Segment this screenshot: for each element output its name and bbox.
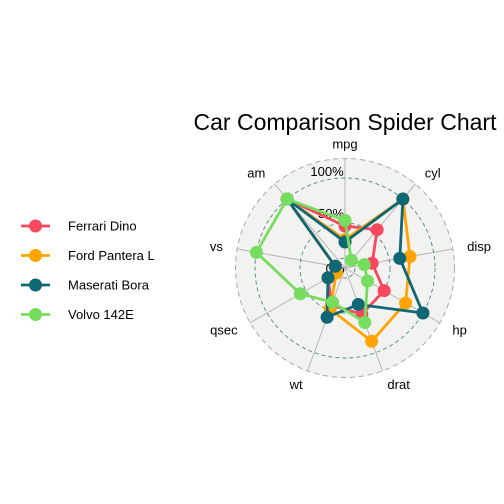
axis-label-hp: hp	[452, 323, 466, 338]
axis-label-disp: disp	[467, 239, 491, 254]
axis-label-am: am	[247, 166, 265, 181]
series-point	[328, 259, 342, 273]
grid-label: 100%	[310, 164, 344, 179]
gridline-100	[254, 177, 436, 359]
legend-key-point	[29, 308, 42, 321]
legend: Ferrari Dino Ford Pantera L Maserati Bora V…	[21, 219, 155, 322]
series-point	[365, 334, 379, 348]
series-point	[361, 274, 375, 288]
series-point	[321, 271, 335, 285]
axis-label-mpg: mpg	[332, 137, 357, 152]
series-line-volvo-142e	[254, 197, 369, 324]
axis-label-vs: vs	[210, 239, 224, 254]
series-point	[399, 296, 413, 310]
series-line-maserati-bora	[285, 197, 425, 319]
chart-title: Car Comparison Spider Chart	[194, 109, 498, 135]
series-point	[338, 213, 352, 227]
series-point	[357, 258, 371, 272]
series-point	[403, 250, 417, 264]
series-point	[326, 295, 340, 309]
series-point	[320, 310, 334, 324]
legend-key-point	[29, 219, 42, 233]
legend-label: Ferrari Dino	[68, 219, 137, 234]
legend-label: Ford Pantera L	[68, 248, 155, 263]
legend-label: Maserati Bora	[68, 278, 150, 293]
axis-label-cyl: cyl	[425, 166, 441, 181]
axis-label-qsec: qsec	[210, 323, 238, 338]
series-point	[280, 192, 294, 206]
series-point	[293, 287, 307, 301]
legend-label: Volvo 142E	[68, 307, 134, 322]
radar-series	[249, 192, 430, 348]
axis-label-drat: drat	[387, 377, 410, 392]
series-point	[351, 297, 365, 311]
legend-key-point	[29, 249, 42, 262]
legend-key-point	[29, 278, 42, 292]
series-point	[370, 223, 384, 237]
series-point	[396, 192, 410, 206]
series-point	[344, 253, 358, 267]
series-point	[377, 284, 391, 298]
series-point	[416, 306, 430, 320]
series-point	[249, 245, 263, 259]
series-point	[358, 316, 372, 330]
series-point	[393, 251, 407, 265]
axis-label-wt: wt	[289, 377, 303, 392]
axis-labels: mpg cyl disp hp drat wt qsec vs am	[210, 137, 491, 393]
radar-panel	[235, 158, 455, 378]
